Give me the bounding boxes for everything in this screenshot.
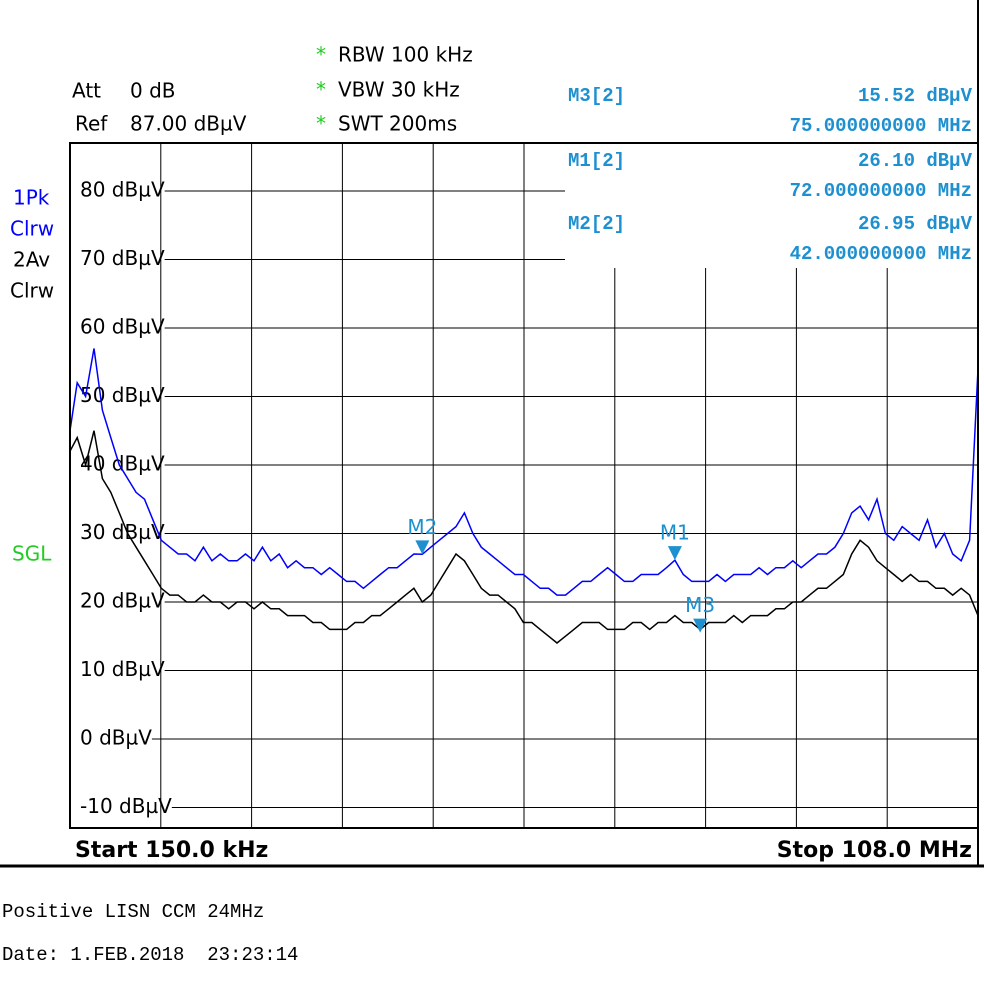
marker-freq: 72.000000000 MHz [790,180,972,202]
plot-frame [69,142,979,829]
marker-plot-label: M3 [685,593,715,617]
ref-label: Ref [75,112,108,136]
marker-triangle [667,546,682,561]
trace-name: 1Pk [13,186,50,210]
vbw: VBW 30 kHz [338,78,460,102]
y-tick-label: 70 dBµV [80,246,165,270]
coupled-mark: * [316,43,326,67]
marker-name: M3[2] [568,85,625,107]
marker-triangle [693,618,708,633]
footer-date: Date: 1.FEB.2018 23:23:14 [2,944,298,966]
trace-name: 2Av [13,248,50,272]
y-tick-label: 80 dBµV [80,177,165,201]
marker-triangle [415,540,430,555]
marker-level: 26.95 dBµV [858,213,973,235]
y-tick-label: 10 dBµV [80,657,165,681]
marker-plot-label: M2 [407,515,437,539]
y-tick-label: 30 dBµV [80,520,165,544]
coupled-mark: * [316,112,326,136]
marker-level: 15.52 dBµV [858,85,973,107]
y-tick-label: 50 dBµV [80,383,165,407]
att-value: 0 dB [130,79,176,103]
stop-label: Stop 108.0 MHz [777,838,972,863]
grid: 80 dBµV 70 dBµV 60 dBµV 50 dBµV 40 dBµV 30 dB… [80,143,978,828]
trace-mode: Clrw [10,279,54,303]
swt: SWT 200ms [338,112,457,136]
trace-mode: Clrw [10,217,54,241]
att-label: Att [72,79,101,103]
y-tick-label: 40 dBµV [80,451,165,475]
marker-name: M2[2] [568,213,625,235]
footer-title: Positive LISN CCM 24MHz [2,901,264,923]
traces: M3 M1 M2 [70,348,978,644]
coupled-mark: * [316,78,326,102]
marker-name: M1[2] [568,150,625,172]
rbw: RBW 100 kHz [338,43,473,67]
y-tick-label: -10 dBµV [80,794,172,818]
y-tick-label: 60 dBµV [80,314,165,338]
trace [70,348,978,596]
marker-level: 26.10 dBµV [858,150,973,172]
ref-value: 87.00 dBµV [130,112,247,136]
marker-table-bg [565,144,977,268]
trace [70,430,978,644]
y-tick-label: 0 dBµV [80,725,152,749]
sweep-mode: SGL [12,542,52,566]
marker-plot-label: M1 [660,521,690,545]
y-tick-label: 20 dBµV [80,588,165,612]
marker-freq: 42.000000000 MHz [790,243,972,265]
marker-freq: 75.000000000 MHz [790,115,972,137]
start-label: Start 150.0 kHz [75,838,268,863]
